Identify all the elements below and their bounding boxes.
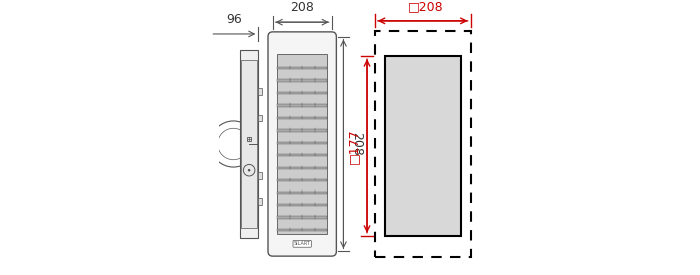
- Text: SILART: SILART: [294, 241, 311, 246]
- Bar: [258, 199, 262, 205]
- Text: 208: 208: [290, 1, 314, 14]
- Bar: [277, 167, 327, 169]
- Bar: [277, 92, 327, 94]
- Bar: [241, 60, 257, 228]
- Text: □208: □208: [407, 0, 443, 13]
- Bar: [277, 67, 327, 69]
- Bar: [258, 115, 262, 121]
- Bar: [277, 179, 327, 182]
- Text: □177: □177: [347, 128, 360, 164]
- Bar: [277, 204, 327, 206]
- Bar: [277, 117, 327, 119]
- Bar: [277, 216, 327, 219]
- Bar: [240, 50, 258, 238]
- FancyBboxPatch shape: [268, 32, 337, 256]
- Text: 208: 208: [350, 132, 363, 156]
- Circle shape: [248, 169, 251, 172]
- Bar: [277, 79, 327, 82]
- Bar: [277, 129, 327, 131]
- FancyBboxPatch shape: [293, 240, 312, 247]
- Bar: [277, 191, 327, 194]
- Bar: [277, 229, 327, 231]
- Bar: [277, 104, 327, 107]
- Bar: [258, 89, 262, 95]
- Bar: [277, 142, 327, 144]
- Bar: [375, 31, 470, 257]
- Bar: [258, 172, 262, 178]
- Bar: [277, 54, 327, 234]
- Bar: [247, 137, 251, 141]
- Bar: [277, 154, 327, 156]
- Bar: [385, 56, 461, 236]
- Text: 96: 96: [227, 13, 242, 26]
